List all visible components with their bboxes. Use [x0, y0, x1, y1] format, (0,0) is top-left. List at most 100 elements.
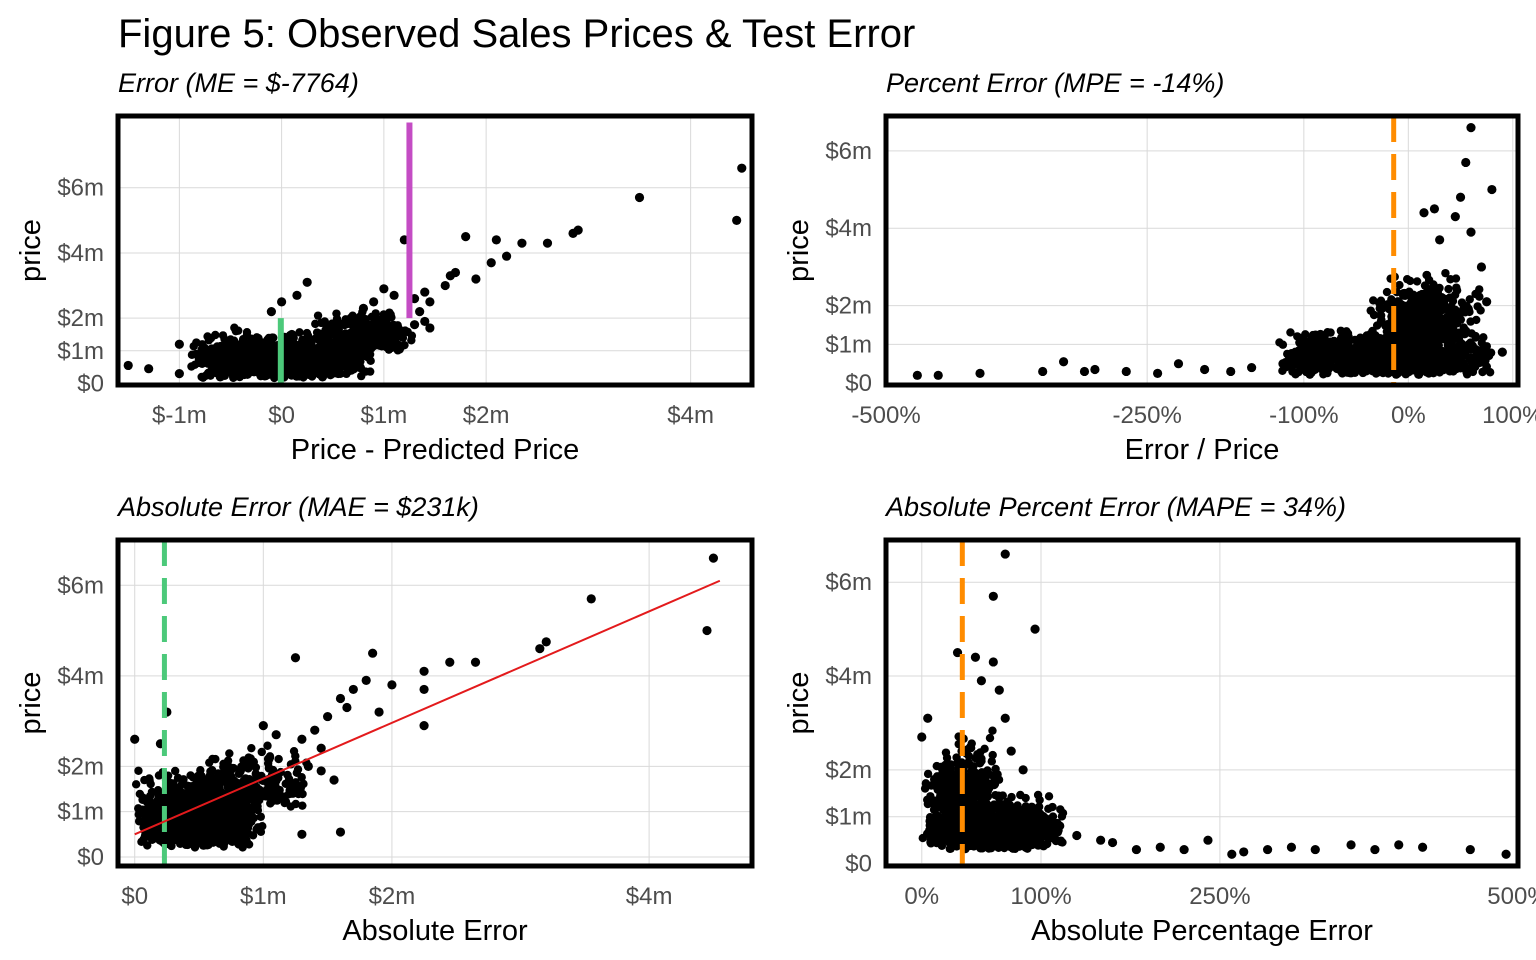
data-point	[1382, 287, 1392, 297]
data-point	[225, 749, 234, 758]
data-point	[247, 743, 256, 753]
data-point	[142, 795, 151, 804]
data-point	[229, 816, 239, 825]
x-tick-label: $4m	[626, 883, 673, 910]
data-point	[266, 799, 275, 808]
data-point	[174, 368, 184, 379]
data-point	[1435, 283, 1444, 293]
data-point	[1435, 235, 1445, 245]
data-point	[1441, 323, 1450, 333]
data-point	[135, 807, 144, 816]
y-tick-label: $2m	[825, 293, 872, 320]
data-point	[1439, 299, 1449, 308]
data-point	[1378, 364, 1387, 373]
chart-panels: Error (ME = $-7764)$-1m $0 $1m $2m $4m$0$1m$…	[15, 68, 1536, 947]
data-point	[291, 778, 300, 787]
data-point	[1405, 350, 1415, 359]
data-point	[1278, 359, 1288, 369]
data-point	[1419, 208, 1429, 218]
data-point	[1360, 359, 1369, 368]
data-point	[1463, 343, 1473, 352]
data-point	[1471, 289, 1480, 299]
data-point	[1344, 367, 1353, 376]
data-point	[329, 775, 339, 785]
data-point	[387, 680, 397, 690]
data-point	[306, 363, 316, 372]
data-point	[206, 767, 215, 776]
data-point	[230, 323, 239, 332]
data-point	[123, 360, 133, 371]
data-point	[440, 280, 450, 291]
data-point	[1316, 348, 1325, 357]
data-point	[389, 320, 398, 330]
data-point	[246, 754, 255, 763]
x-tick-label: 100%	[1482, 402, 1536, 429]
data-point	[302, 277, 312, 287]
data-point	[1436, 306, 1445, 315]
data-point	[264, 779, 274, 788]
data-point	[348, 684, 358, 695]
data-point	[1414, 366, 1424, 376]
data-point	[286, 351, 295, 360]
data-point	[1479, 333, 1488, 342]
data-point	[207, 808, 217, 817]
panel-percent_error: Percent Error (MPE = -14%)-500% -250% -100…	[783, 68, 1536, 466]
data-point	[374, 707, 384, 717]
data-point	[1308, 330, 1318, 340]
data-point	[258, 721, 268, 731]
plot-area	[118, 540, 752, 866]
y-tick-label: $0	[845, 370, 872, 397]
data-point	[316, 318, 326, 328]
data-point	[1058, 357, 1069, 367]
data-point	[292, 768, 302, 778]
x-tick-label: $0	[121, 883, 148, 910]
data-point	[1329, 351, 1338, 361]
data-point	[1395, 280, 1404, 290]
data-point	[1403, 309, 1412, 318]
data-point	[379, 310, 389, 320]
data-point	[226, 773, 236, 782]
data-point	[348, 341, 357, 350]
data-point	[391, 332, 401, 341]
data-point	[1411, 341, 1421, 351]
data-point	[1482, 297, 1492, 307]
data-point	[1368, 337, 1377, 346]
data-point	[370, 327, 379, 336]
data-point	[1466, 123, 1476, 133]
y-tick-label: $6m	[825, 138, 872, 165]
data-point	[263, 759, 273, 768]
data-point	[149, 806, 159, 815]
data-point	[230, 372, 239, 381]
data-point	[1038, 366, 1048, 377]
data-point	[335, 827, 346, 837]
data-point	[177, 803, 187, 812]
data-point	[225, 352, 236, 362]
data-point	[334, 366, 343, 375]
data-point	[1411, 323, 1421, 332]
data-point	[295, 328, 304, 337]
data-point	[367, 312, 377, 322]
data-point	[341, 351, 350, 360]
data-point	[1397, 359, 1406, 368]
data-point	[266, 307, 276, 317]
data-point	[323, 711, 333, 722]
data-point	[1342, 346, 1352, 356]
data-point	[1226, 366, 1236, 377]
data-point	[215, 372, 225, 382]
data-point	[286, 802, 295, 811]
x-tick-label: $4m	[667, 402, 714, 429]
data-point	[242, 836, 251, 845]
data-point	[243, 804, 252, 813]
data-point	[344, 366, 353, 375]
x-tick-label: -250%	[1112, 402, 1181, 429]
data-point	[202, 777, 211, 786]
panel-absolute_percent_error: Absolute Percent Error (MAPE = 34%)0% 100…	[783, 492, 1536, 947]
data-point	[342, 319, 352, 329]
data-point	[197, 771, 206, 781]
data-point	[1451, 364, 1461, 374]
data-point	[1429, 318, 1438, 328]
data-point	[1247, 362, 1257, 373]
data-point	[257, 747, 266, 757]
data-point	[230, 781, 239, 791]
data-point	[1447, 344, 1456, 354]
